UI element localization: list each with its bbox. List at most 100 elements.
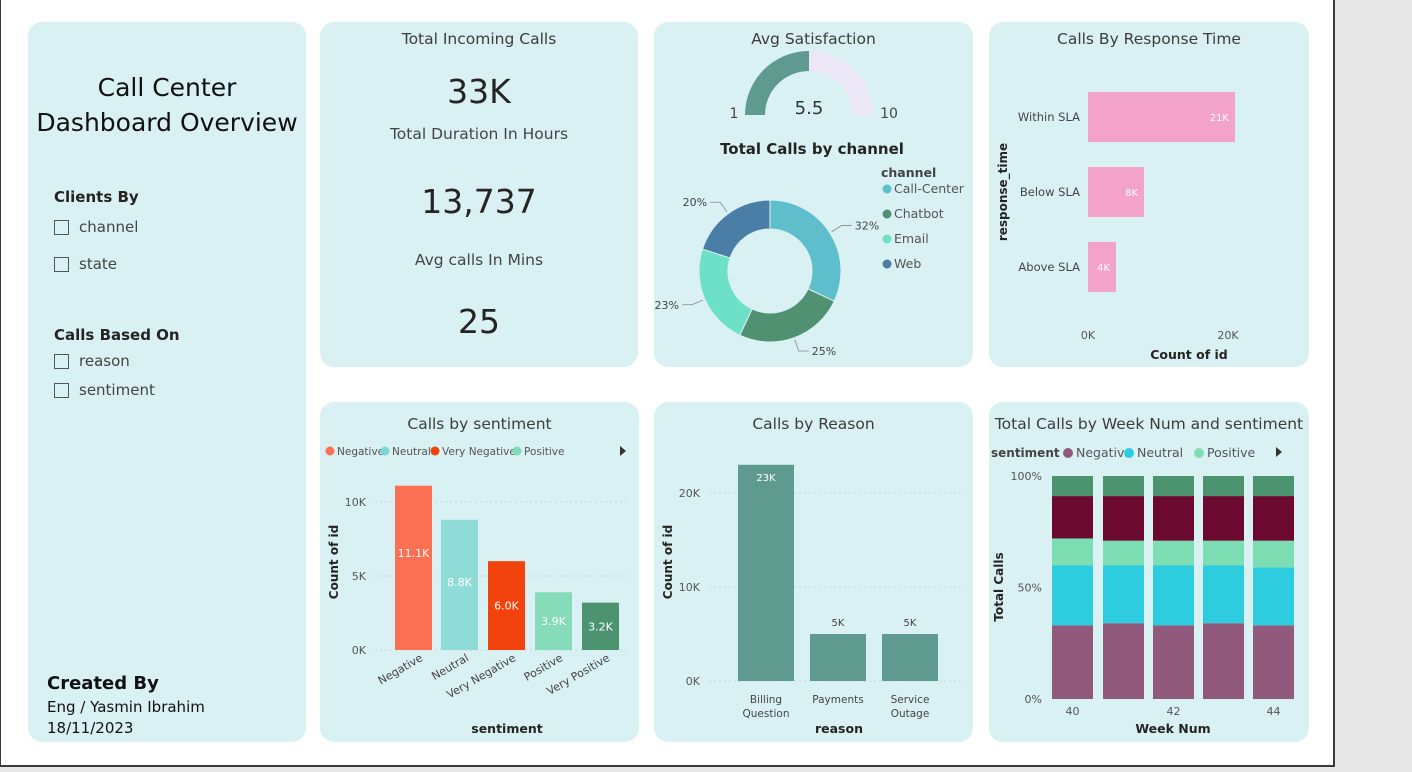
donut-legend: Call-Center Chatbot Email Web — [882, 181, 965, 271]
slicer-option-reason[interactable]: reason — [54, 352, 130, 370]
response-bar-value: 8K — [1125, 188, 1138, 199]
week-bar-segment-very-negative — [1253, 496, 1294, 541]
sentiment-legend-label: Neutral — [392, 446, 431, 458]
week-bar-segment-very-positive — [1153, 476, 1194, 497]
week-bar-segment-very-negative — [1052, 496, 1093, 539]
title-line-1: Call Center — [97, 73, 237, 102]
author-name: Eng / Yasmin Ibrahim — [47, 698, 205, 716]
response-category-label: Within SLA — [1018, 110, 1080, 124]
response-time-card: Calls By Response Time 21K Within SLA 8K Be… — [989, 22, 1309, 367]
legend-next-arrow-icon — [620, 446, 626, 456]
week-bar-segment-positive — [1253, 540, 1294, 568]
donut-leader-line — [681, 299, 704, 306]
legend-marker — [882, 209, 892, 219]
reason-y-axis-title: Count of id — [661, 525, 675, 599]
reason-card: Calls by Reason 0K 10K 20K 23K Billing Questi… — [654, 402, 973, 742]
week-legend-label: Neutral — [1137, 445, 1183, 460]
sentiment-x-tick: Negative — [376, 651, 425, 687]
week-chart: sentiment Negative Neutral Positive 0% 50% 100… — [991, 445, 1294, 736]
checkbox[interactable] — [54, 382, 69, 398]
donut-slice-label: 25% — [812, 345, 836, 358]
checkbox[interactable] — [54, 256, 69, 272]
sentiment-bar-0 — [395, 485, 432, 650]
report-canvas: Call Center Dashboard Overview Clients B… — [0, 0, 1335, 767]
created-date: 18/11/2023 — [47, 719, 134, 737]
response-bar-2 — [1088, 242, 1116, 292]
week-bar-segment-negative — [1153, 625, 1194, 699]
gauge-fill — [745, 51, 809, 115]
sentiment-bar-4 — [582, 602, 619, 650]
week-legend-label: Negative — [1076, 445, 1132, 460]
reason-x-tick: Billing — [750, 694, 782, 706]
checkbox[interactable] — [54, 353, 69, 369]
option-label: reason — [79, 352, 130, 370]
sentiment-legend-label: Negative — [337, 446, 384, 458]
reason-bar-value: 5K — [832, 618, 845, 629]
week-legend-marker — [1063, 448, 1073, 458]
sentiment-legend-marker — [380, 446, 390, 456]
reason-bar-value: 5K — [904, 618, 917, 629]
reason-bar-2 — [882, 634, 938, 681]
sentiment-legend-marker — [430, 446, 440, 456]
avg-calls-value: 25 — [458, 302, 500, 341]
reason-y-tick: 10K — [679, 581, 701, 594]
option-label: channel — [79, 218, 139, 236]
reason-x-tick: Service — [891, 694, 930, 706]
satisfaction-gauge — [745, 51, 873, 115]
reason-y-tick: 0K — [686, 675, 701, 688]
legend-marker — [882, 259, 892, 269]
week-bar-segment-very-negative — [1153, 496, 1194, 541]
response-category-label: Below SLA — [1020, 185, 1080, 199]
sentiment-chart: Negative Neutral Very Negative Positive 0K 5K… — [325, 446, 630, 736]
sentiment-x-axis-title: sentiment — [471, 721, 542, 736]
sentiment-bar-3 — [535, 592, 572, 650]
week-bar-segment-positive — [1052, 538, 1093, 566]
sentiment-chart-title: Calls by sentiment — [407, 415, 552, 433]
sentiment-y-tick: 10K — [345, 496, 367, 509]
sentiment-bar-value: 3.9K — [541, 615, 566, 628]
sidebar-panel: Call Center Dashboard Overview Clients B… — [28, 22, 306, 742]
slicer-option-channel[interactable]: channel — [54, 218, 138, 236]
week-bar-segment-positive — [1153, 540, 1194, 566]
donut-slice-web — [701, 199, 771, 259]
avg-calls-title: Avg calls In Mins — [414, 251, 544, 269]
reason-x-axis-title: reason — [815, 721, 863, 736]
checkbox[interactable] — [54, 219, 69, 235]
slicer-option-state[interactable]: state — [54, 255, 117, 273]
response-y-axis-title: response_time — [996, 143, 1011, 241]
clients-by-label: Clients By — [54, 188, 139, 206]
response-x-tick: 0K — [1081, 329, 1096, 342]
week-bar-segment-neutral — [1203, 565, 1244, 624]
sentiment-bar-value: 8.8K — [447, 576, 472, 589]
sentiment-legend-label: Positive — [524, 446, 564, 458]
gauge-track — [809, 51, 873, 115]
week-bar-segment-neutral — [1052, 565, 1093, 626]
week-bar-segment-neutral — [1253, 567, 1294, 626]
donut-slice-label: 20% — [683, 196, 707, 209]
duration-title: Total Duration In Hours — [389, 125, 569, 143]
response-chart-title: Calls By Response Time — [1057, 30, 1241, 48]
title-line-2: Dashboard Overview — [36, 108, 298, 137]
week-legend-label: Positive — [1207, 445, 1255, 460]
response-x-axis-title: Count of id — [1150, 347, 1228, 362]
sentiment-bar-value: 3.2K — [588, 620, 613, 633]
total-calls-value: 33K — [447, 72, 511, 111]
response-bar-1 — [1088, 167, 1144, 217]
legend-label-call-center: Call-Center — [894, 181, 965, 196]
legend-marker — [882, 184, 892, 194]
response-bar-0 — [1088, 92, 1235, 142]
donut-slice-chatbot — [739, 288, 835, 343]
legend-label-chatbot: Chatbot — [894, 206, 944, 221]
sentiment-legend-label: Very Negative — [442, 446, 516, 458]
donut-slice-email — [698, 248, 753, 336]
donut-slice-call-center — [769, 199, 842, 302]
response-bar-value: 4K — [1097, 263, 1110, 274]
donut-legend-title: channel — [881, 165, 936, 180]
slicer-option-sentiment[interactable]: sentiment — [54, 381, 155, 399]
reason-x-tick: Question — [743, 708, 790, 720]
created-by-label: Created By — [47, 673, 159, 694]
week-bar-segment-very-positive — [1203, 476, 1244, 497]
kpi-card: Total Incoming Calls 33K Total Duration … — [320, 22, 638, 367]
gauge-min-label: 1 — [730, 106, 739, 122]
week-chart-title: Total Calls by Week Num and sentiment — [994, 415, 1304, 433]
